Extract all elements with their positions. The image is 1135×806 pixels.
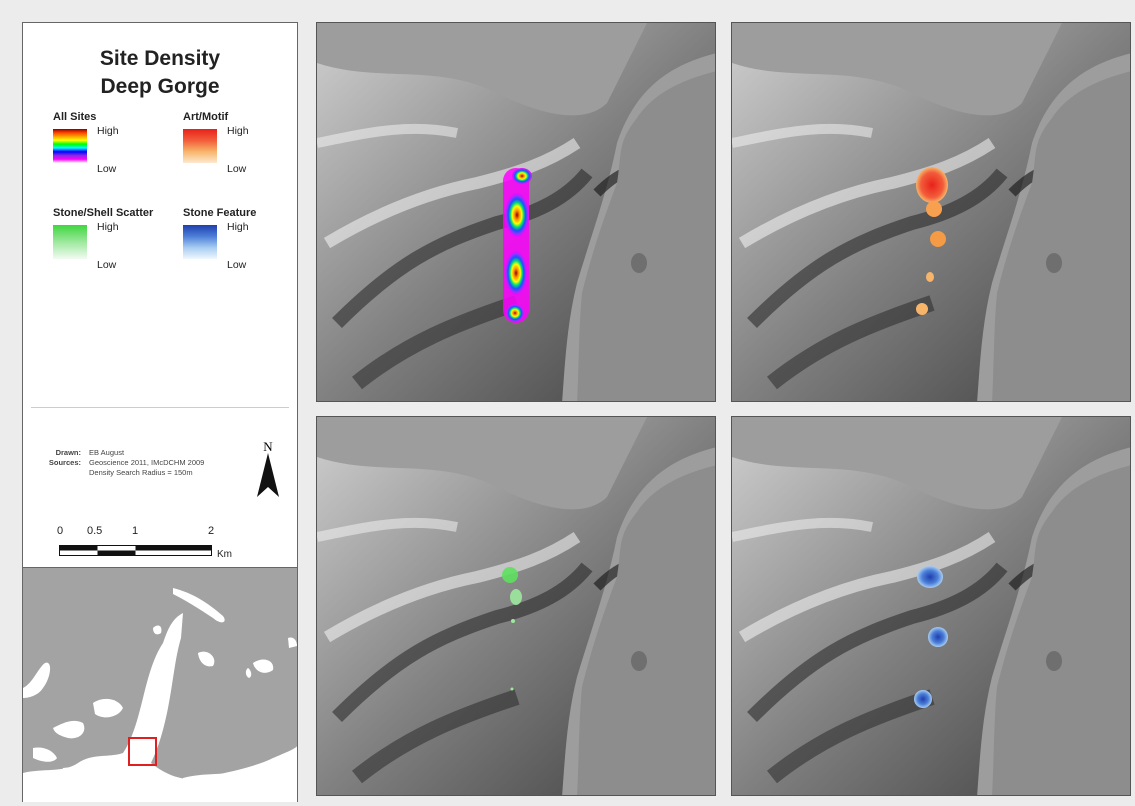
legend-stone-shell-name: Stone/Shell Scatter: [53, 207, 154, 219]
density-stone-shell: [502, 567, 522, 691]
credits-block: Drawn: EB August Sources: Geoscience 2011,…: [37, 448, 204, 478]
locator-box-icon: [128, 737, 157, 766]
legend-stone-feature-low: Low: [227, 259, 247, 271]
sources-value: Geoscience 2011, IMcDCHM 2009: [89, 458, 205, 467]
sea-area: [992, 465, 1130, 795]
scale-tick-1: 1: [132, 525, 139, 537]
legend-all-sites-swatch: [53, 129, 87, 163]
sea-area: [577, 71, 715, 401]
map-panel-stone-feature: [731, 416, 1131, 796]
legend-box: Site Density Deep Gorge All Sites High L…: [23, 23, 297, 565]
legend-art-motif: Art/Motif High Low: [183, 111, 249, 175]
legend-all-sites-name: All Sites: [53, 111, 97, 123]
map-all-sites-svg: [317, 23, 715, 401]
search-radius: Density Search Radius = 150m: [89, 468, 193, 477]
map-panel-stone-shell: [316, 416, 716, 796]
locator-inset-map: [23, 567, 297, 802]
legend-panel: Site Density Deep Gorge All Sites High L…: [22, 22, 298, 802]
legend-art-motif-swatch: [183, 129, 217, 163]
map-art-motif-svg: [732, 23, 1130, 401]
legend-stone-shell-swatch: [53, 225, 87, 259]
map-title: Site Density Deep Gorge: [23, 45, 297, 101]
locator-inset-svg: [23, 568, 297, 802]
legend-stone-feature: Stone Feature High Low: [183, 207, 257, 271]
legend-divider: [31, 407, 289, 408]
scale-unit: Km: [217, 549, 232, 560]
map-title-line2: Deep Gorge: [100, 75, 220, 98]
islet: [1046, 651, 1062, 671]
map-stone-shell-svg: [317, 417, 715, 795]
density-stone-feature: [914, 566, 948, 708]
legend-all-sites-high: High: [97, 125, 119, 137]
map-stone-feature-svg: [732, 417, 1130, 795]
drawn-label: Drawn:: [55, 448, 81, 457]
hillshade-terrain: [732, 417, 1130, 795]
legend-art-motif-high: High: [227, 125, 249, 137]
legend-stone-shell-high: High: [97, 221, 119, 233]
scale-tick-0: 0: [57, 525, 64, 537]
legend-stone-feature-name: Stone Feature: [183, 207, 257, 219]
drawn-value: EB August: [89, 448, 125, 457]
map-title-line1: Site Density: [99, 47, 221, 70]
legend-stone-shell-low: Low: [97, 259, 117, 271]
sea-area: [577, 465, 715, 795]
map-panel-art-motif: [731, 22, 1131, 402]
legend-all-sites: All Sites High Low: [53, 111, 119, 175]
north-arrow-icon: N: [257, 439, 279, 499]
sources-label: Sources:: [48, 458, 81, 467]
map-panel-all-sites: [316, 22, 716, 402]
north-label: N: [263, 439, 273, 454]
legend-stone-feature-high: High: [227, 221, 249, 233]
legend-all-sites-low: Low: [97, 163, 117, 175]
scale-bar-graphic: [59, 545, 212, 556]
legend-stone-feature-swatch: [183, 225, 217, 259]
sea-area: [992, 71, 1130, 401]
density-all-sites: [503, 168, 532, 323]
scale-bar: 0 0.5 1 2 Km: [57, 525, 269, 567]
legend-stone-shell: Stone/Shell Scatter High Low: [53, 207, 154, 271]
legend-art-motif-name: Art/Motif: [183, 111, 229, 123]
density-art-motif: [916, 167, 948, 315]
scale-tick-0.5: 0.5: [87, 525, 103, 537]
islet: [631, 253, 647, 273]
islet: [631, 651, 647, 671]
legend-art-motif-low: Low: [227, 163, 247, 175]
islet: [1046, 253, 1062, 273]
scale-tick-2: 2: [208, 525, 215, 537]
